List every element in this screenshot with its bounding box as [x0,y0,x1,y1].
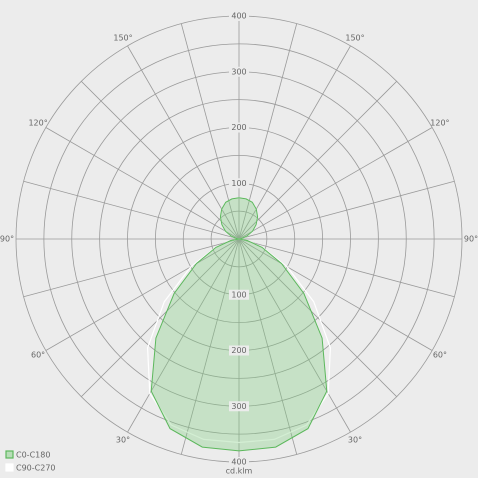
r-tick-label: 100 [231,290,246,299]
series-curve [150,197,240,452]
angle-tick-label: 90° [0,235,14,244]
angle-tick-label: 150° [345,34,364,43]
radial-line [23,238,240,298]
radial-line [23,180,240,240]
radial-line [238,45,351,240]
r-tick-label: 300 [231,402,246,411]
legend-swatch [5,450,14,459]
tick-label-bg [229,178,249,189]
angle-tick-label: 150° [113,34,132,43]
radial-line [81,81,240,240]
radial-line [81,238,240,397]
tick-label-bg [229,401,249,412]
angle-tick-label: 30° [348,435,362,444]
radial-line [45,127,240,240]
tick-label-bg [229,11,249,21]
angle-tick-label: 120° [28,119,47,128]
unit-label: cd.klm [226,467,253,476]
angle-tick-label: 30° [116,435,130,444]
tick-label-bg [229,66,249,77]
r-tick-label: 300 [231,67,246,76]
radial-line [238,180,455,240]
tick-label-bg [229,122,249,133]
tick-label-bg [229,457,249,467]
angle-tick-label: 60° [433,351,447,360]
r-tick-label: 200 [231,346,246,355]
r-tick-label: 400 [231,458,246,467]
legend-label: C90-C270 [16,464,56,473]
radial-line [238,81,397,240]
tick-label-bg [229,345,249,356]
radial-line [127,238,240,433]
tick-label-bg [229,289,249,300]
angle-tick-label: 60° [31,351,45,360]
radial-line [180,238,240,455]
radial-line [238,238,397,397]
legend-swatch [5,463,14,472]
r-tick-label: 400 [231,12,246,21]
radial-line [238,127,433,240]
angle-tick-label: 120° [430,119,449,128]
radial-line [238,23,298,240]
radial-line [238,238,298,455]
angle-tick-label: 90° [464,235,478,244]
legend-label: C0-C180 [16,451,50,460]
radial-line [238,238,433,351]
r-tick-label: 100 [231,179,246,188]
radial-line [238,238,455,298]
r-tick-label: 200 [231,123,246,132]
radial-line [127,45,240,240]
radial-line [180,23,240,240]
radial-line [238,238,351,433]
radial-line [45,238,240,351]
